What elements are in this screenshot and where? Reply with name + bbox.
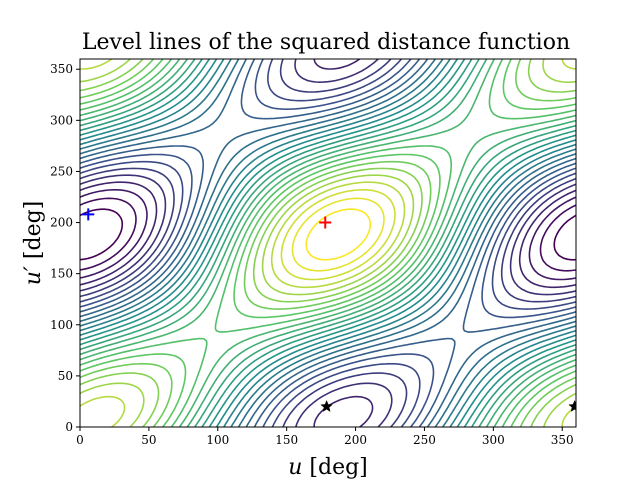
y-axis-label: u′ [deg] (21, 201, 46, 286)
y-tick-label: 250 (50, 164, 73, 178)
y-tick-label: 200 (50, 216, 73, 230)
contour-level-line (80, 59, 576, 427)
minimum-periodic-marker (568, 399, 576, 412)
contour-level-line (80, 59, 576, 427)
chart-title: Level lines of the squared distance func… (82, 30, 570, 55)
maximum-marker (319, 216, 332, 229)
contour-level-line (80, 59, 576, 427)
contour-level-line (80, 59, 576, 427)
start-marker (82, 208, 95, 221)
contour-level-line (280, 189, 396, 281)
contour-level-line (80, 59, 576, 427)
x-tick-label: 150 (275, 433, 298, 447)
y-tick-label: 0 (65, 420, 73, 434)
y-tick-label: 50 (58, 369, 73, 383)
contour-level-line (80, 59, 576, 427)
contour-level-line (80, 59, 576, 427)
contour-level-line (80, 59, 576, 427)
y-tick-label: 100 (50, 318, 73, 332)
minimum-marker (320, 399, 333, 412)
x-tick-label: 0 (76, 433, 84, 447)
contour-level-line (80, 59, 576, 427)
contour-level-line (80, 59, 576, 427)
x-tick-label: 300 (482, 433, 505, 447)
x-tick-label: 350 (551, 433, 574, 447)
contour-level-line (80, 59, 576, 427)
x-tick-label: 100 (206, 433, 229, 447)
contour-lines (80, 59, 576, 427)
x-tick-label: 200 (344, 433, 367, 447)
markers (82, 208, 576, 412)
contour-level-line (291, 197, 385, 272)
x-axis-ticks: 0 50 100 150 200 250 300 350 (76, 427, 574, 447)
contour-level-line (80, 59, 576, 427)
contour-level-line (80, 59, 576, 427)
x-axis-label: u [deg] (288, 455, 368, 480)
contour-level-line (80, 59, 576, 427)
plot-frame (79, 58, 577, 428)
y-tick-label: 150 (50, 267, 73, 281)
y-tick-label: 300 (50, 113, 73, 127)
x-tick-label: 250 (413, 433, 436, 447)
y-axis-ticks: 0 50 100 150 200 250 300 350 (50, 62, 80, 434)
contour-level-line (80, 208, 576, 261)
contour-level-line (305, 208, 372, 261)
contour-level-line (80, 59, 576, 427)
contour-level-line (80, 59, 576, 427)
y-tick-label: 350 (50, 62, 73, 76)
contour-level-line (80, 189, 576, 281)
x-tick-label: 50 (141, 433, 156, 447)
contour-level-line (80, 59, 576, 427)
contour-level-line (80, 59, 576, 427)
contour-level-line (80, 59, 576, 427)
contour-level-line (80, 197, 576, 272)
contour-level-line (80, 59, 576, 427)
